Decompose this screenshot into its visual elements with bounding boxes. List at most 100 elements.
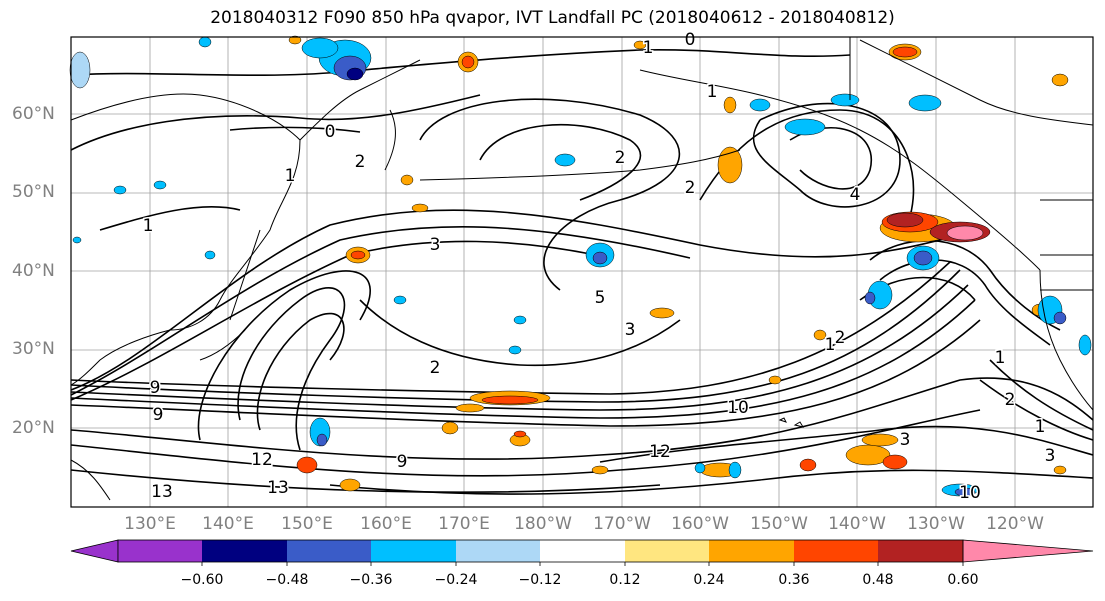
shading-patch [411, 203, 429, 213]
shading-patch [441, 421, 459, 435]
shading-patch [400, 174, 414, 186]
shading-patch [296, 456, 318, 474]
shading-patch [799, 458, 817, 472]
ivt-contour-line [229, 126, 361, 133]
shading-patch [633, 40, 647, 50]
lon-label-170e: 170°E [438, 514, 490, 534]
lon-label-140w: 140°W [828, 514, 886, 534]
ivt-contour-line [70, 284, 969, 411]
contour-label: 2 [685, 178, 696, 198]
ivt-contour-line [879, 259, 1051, 346]
ivt-contour-line [869, 239, 1061, 331]
qvapor-shading [69, 35, 1092, 497]
shading-patch [513, 430, 527, 438]
coastline-segment [639, 69, 1041, 271]
lat-label-30n: 30°N [12, 339, 55, 359]
shading-patch [728, 461, 742, 479]
colorbar-segment [625, 540, 709, 562]
colorbar-extend-min [70, 539, 119, 563]
colorbar-tick: −0.12 [518, 572, 562, 588]
contour-label: 1 [143, 216, 154, 236]
lon-label-160w: 160°W [671, 514, 729, 534]
shading-patch [1078, 334, 1092, 356]
coastline-segment [199, 329, 246, 361]
shading-patch [768, 375, 782, 385]
contour-label: 4 [850, 185, 861, 205]
contour-label: 3 [430, 235, 441, 255]
colorbar-segment [794, 540, 878, 562]
colorbar-frame [117, 539, 964, 563]
shading-patch [946, 225, 984, 241]
ivt-contour-line [70, 299, 976, 419]
shading-patch [346, 67, 364, 81]
shading-patch [1053, 465, 1067, 475]
coastline-segment [70, 459, 111, 501]
shading-patch [198, 36, 212, 48]
coastline-segment [229, 229, 261, 321]
ivt-contour-line [989, 359, 1094, 431]
shading-patch [954, 487, 976, 497]
colorbar-segment [371, 540, 456, 562]
shading-patch [882, 454, 908, 470]
shading-patch [69, 51, 91, 89]
lat-label-40n: 40°N [12, 261, 55, 281]
ivt-contour-line [99, 205, 241, 231]
shading-patch [892, 46, 918, 58]
coastlines [70, 37, 1094, 501]
ivt-contour-line [359, 299, 681, 367]
coastline-segment [299, 59, 421, 141]
lon-label-120w: 120°W [986, 514, 1044, 534]
contour-label: 13 [151, 482, 173, 502]
ivt-contour-line [979, 379, 1094, 441]
shading-patch [1051, 73, 1069, 87]
shading-patch [845, 444, 891, 466]
contour-label: 2 [1005, 390, 1016, 410]
shading-patch [864, 291, 876, 305]
colorbar-segment [878, 540, 963, 562]
coastline-segment [859, 39, 1094, 126]
ivt-contour-line [70, 225, 691, 396]
contour-label: 2 [430, 358, 441, 378]
lon-label-140e: 140°E [202, 514, 254, 534]
colorbar-tick: 0.24 [693, 572, 725, 588]
contour-label: 3 [625, 320, 636, 340]
contour-label: 13 [267, 478, 289, 498]
lat-label-60n: 60°N [12, 104, 55, 124]
contour-label: 0 [325, 122, 336, 142]
shading-patch [508, 345, 522, 355]
graticule [71, 37, 1093, 507]
contour-label: 12 [649, 442, 671, 462]
shading-patch [554, 153, 576, 167]
shading-patch [513, 315, 527, 325]
shading-patch [113, 185, 127, 195]
ivt-contour-line [599, 425, 1094, 463]
shading-patch [481, 395, 539, 405]
shading-patch [784, 118, 826, 136]
colorbar-tick: 0.48 [862, 572, 894, 588]
contour-label: 1 [825, 335, 836, 355]
shading-patch [723, 96, 737, 114]
lon-label-130w: 130°W [907, 514, 965, 534]
shading-patch [393, 295, 407, 305]
ivt-contours [70, 48, 1094, 495]
contour-label: 9 [153, 405, 164, 425]
shading-patch [461, 55, 475, 69]
shading-patch [72, 236, 82, 244]
shading-patch [153, 180, 167, 190]
contour-label: 1 [1035, 417, 1046, 437]
map-border [70, 36, 1094, 508]
lon-label-170w: 170°W [593, 514, 651, 534]
coastline-segment [1039, 269, 1094, 411]
colorbar-segment [287, 540, 371, 562]
colorbar-tick: −0.60 [180, 572, 224, 588]
colorbar [70, 539, 1094, 566]
colorbar-tick: 0.12 [609, 572, 641, 588]
coastline-segment [793, 421, 805, 428]
lon-label-150w: 150°W [750, 514, 808, 534]
shading-patch [316, 433, 328, 447]
contour-label: 3 [900, 430, 911, 450]
ivt-contour-line [197, 270, 371, 441]
